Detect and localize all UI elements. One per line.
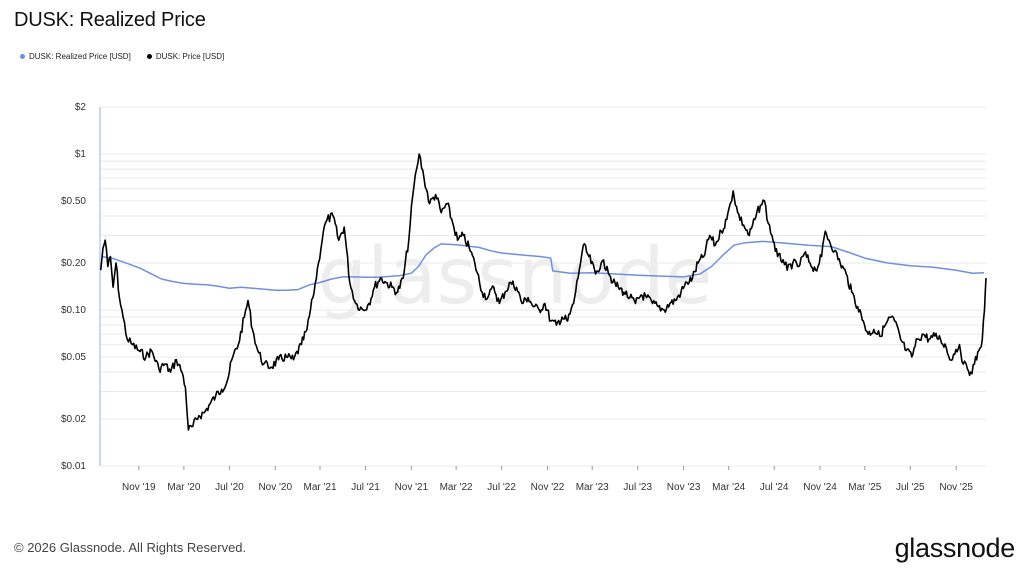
y-tick-label: $0.02 xyxy=(61,414,86,425)
x-tick-label: Mar '20 xyxy=(167,482,200,493)
x-tick-label: Jul '21 xyxy=(351,482,380,493)
price-series-line xyxy=(99,153,987,431)
x-tick-label: Jul '20 xyxy=(215,482,244,493)
x-tick-label: Nov '19 xyxy=(122,482,156,493)
glassnode-logo: glassnode xyxy=(894,533,1016,563)
x-tick-label: Jul '25 xyxy=(896,482,925,493)
x-tick-label: Nov '23 xyxy=(667,482,701,493)
copyright-footer: © 2026 Glassnode. All Rights Reserved. xyxy=(14,540,247,555)
legend-label-realized: DUSK: Realized Price [USD] xyxy=(29,52,131,61)
x-tick-label: Nov '21 xyxy=(395,482,429,493)
realized-price-series-line xyxy=(101,240,985,291)
x-axis: Nov '19 Mar '20 Jul '20 Nov '20 Mar '21 Jul '… xyxy=(122,466,973,493)
legend-dot-realized xyxy=(20,54,25,59)
x-tick-label: Mar '25 xyxy=(848,482,881,493)
x-tick-label: Nov '24 xyxy=(803,482,837,493)
y-tick-label: $0.50 xyxy=(61,196,86,207)
legend-item-price[interactable]: DUSK: Price [USD] xyxy=(146,52,225,61)
x-tick-label: Jul '23 xyxy=(623,482,652,493)
y-tick-label: $0.05 xyxy=(61,352,86,363)
y-tick-label: $0.01 xyxy=(61,461,86,472)
y-tick-label: $0.20 xyxy=(61,258,86,269)
x-tick-label: Mar '22 xyxy=(440,482,473,493)
x-tick-label: Jul '24 xyxy=(760,482,789,493)
y-tick-label: $1 xyxy=(75,149,87,160)
y-tick-label: $0.10 xyxy=(61,305,86,316)
legend-label-price: DUSK: Price [USD] xyxy=(155,52,225,61)
legend-item-realized-price[interactable]: DUSK: Realized Price [USD] xyxy=(20,52,131,61)
x-tick-label: Nov '25 xyxy=(939,482,973,493)
chart-canvas: glassnode $2$1$0.50$0.20$0.10$0.05$0.02$… xyxy=(61,102,987,493)
x-tick-label: Mar '21 xyxy=(303,482,336,493)
y-axis: $2 $1 $0.50 $0.20 $0.10 $0.05 $0.02 $0.01 xyxy=(61,102,101,472)
x-tick-label: Nov '20 xyxy=(258,482,292,493)
x-tick-label: Mar '23 xyxy=(576,482,609,493)
x-tick-label: Nov '22 xyxy=(531,482,565,493)
chart-title: DUSK: Realized Price xyxy=(14,9,206,31)
chart-legend: DUSK: Realized Price [USD] DUSK: Price [… xyxy=(20,52,224,61)
series-lines xyxy=(99,153,987,431)
y-tick-label: $2 xyxy=(75,102,87,113)
x-tick-label: Jul '22 xyxy=(487,482,516,493)
legend-dot-price xyxy=(146,54,152,59)
x-tick-label: Mar '24 xyxy=(712,482,745,493)
